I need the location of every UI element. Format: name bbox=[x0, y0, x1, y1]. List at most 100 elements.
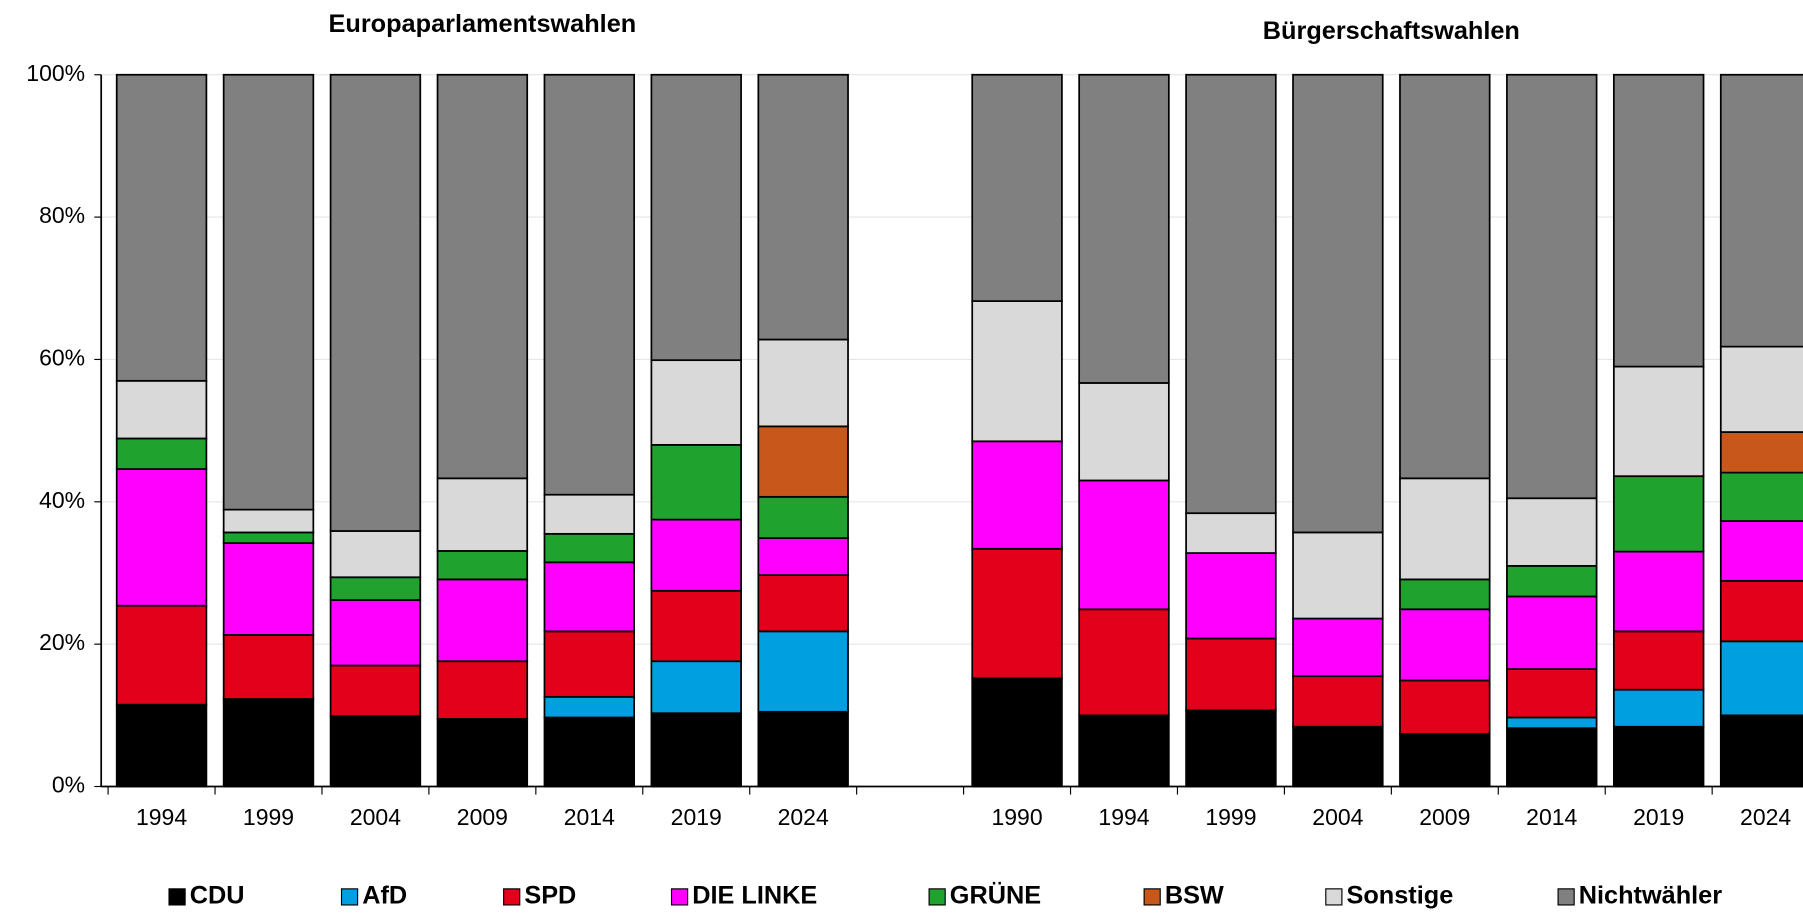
bar-segment bbox=[222, 634, 315, 700]
bar-segment bbox=[329, 73, 422, 532]
bar-segment bbox=[1506, 727, 1598, 788]
x-tick-label: 2014 bbox=[564, 804, 615, 830]
legend-label: SPD bbox=[524, 882, 576, 910]
x-tick-label: 1994 bbox=[136, 804, 187, 830]
bar-segment bbox=[1506, 565, 1598, 598]
x-tick-label: 1994 bbox=[1098, 804, 1149, 830]
bar-segment bbox=[1612, 73, 1705, 368]
bar-segment bbox=[650, 712, 742, 788]
x-tick-label: 1999 bbox=[243, 804, 294, 830]
bar-segment bbox=[1719, 471, 1803, 522]
bar-segment bbox=[436, 660, 529, 720]
bar-segment bbox=[1399, 679, 1491, 735]
y-tick-label: 0% bbox=[52, 772, 85, 798]
legend-swatch bbox=[1143, 888, 1161, 906]
bar-segment bbox=[1292, 617, 1384, 678]
bar-segment bbox=[115, 604, 208, 706]
bar-segment bbox=[543, 73, 636, 496]
bar-segment bbox=[1612, 365, 1705, 478]
bar-segment bbox=[1719, 640, 1803, 717]
bar-segment bbox=[1399, 477, 1491, 581]
bar-segment bbox=[1506, 716, 1598, 730]
bar-segment bbox=[1292, 531, 1384, 620]
legend-label: AfD bbox=[362, 882, 407, 910]
legend-swatch bbox=[928, 888, 946, 906]
bar-segment bbox=[115, 703, 208, 788]
y-tick-label: 40% bbox=[39, 487, 85, 513]
legend-swatch bbox=[503, 888, 521, 906]
bar-segment bbox=[1719, 431, 1803, 474]
bar-segment bbox=[1506, 73, 1598, 500]
y-tick-label: 100% bbox=[26, 60, 85, 86]
bar-segment bbox=[329, 576, 422, 601]
legend-swatch bbox=[168, 888, 186, 906]
bar-segment bbox=[971, 73, 1063, 302]
bar-segment bbox=[1292, 725, 1384, 788]
bar-segment bbox=[1185, 709, 1277, 788]
bar-segment bbox=[115, 468, 208, 607]
bar-segment bbox=[1719, 73, 1803, 348]
bar-segment bbox=[115, 379, 208, 440]
bar-segment bbox=[222, 73, 315, 511]
y-tick-label: 20% bbox=[39, 629, 85, 655]
bar-segment bbox=[757, 495, 849, 539]
bar-segment bbox=[543, 561, 636, 633]
bar-segment bbox=[329, 599, 422, 667]
legend-label: Sonstige bbox=[1347, 882, 1454, 910]
bar-segment bbox=[650, 589, 742, 663]
bar-segment bbox=[1612, 550, 1705, 633]
legend-label: BSW bbox=[1165, 882, 1224, 910]
bar-segment bbox=[971, 677, 1063, 788]
bar-segment bbox=[1078, 608, 1170, 717]
x-tick-label: 1999 bbox=[1205, 804, 1256, 830]
x-tick-label: 2019 bbox=[1633, 804, 1684, 830]
bar-segment bbox=[650, 359, 742, 446]
bar-segment bbox=[757, 338, 849, 428]
bar-segment bbox=[757, 537, 849, 576]
y-tick-label: 80% bbox=[39, 202, 85, 228]
bar-segment bbox=[757, 73, 849, 341]
bar-segment bbox=[1185, 552, 1277, 640]
bar-segment bbox=[543, 695, 636, 719]
bar-segment bbox=[650, 73, 742, 362]
bar-segment bbox=[1078, 714, 1170, 788]
bar-segment bbox=[543, 532, 636, 564]
bar-segment bbox=[436, 578, 529, 663]
group-title: Europaparlamentswahlen bbox=[329, 10, 637, 38]
bar-segment bbox=[1292, 675, 1384, 728]
bar-segment bbox=[1078, 382, 1170, 482]
bar-segment bbox=[1506, 497, 1598, 567]
bar-segment bbox=[650, 444, 742, 521]
x-tick-label: 2009 bbox=[1419, 804, 1470, 830]
bar-segment bbox=[1612, 475, 1705, 553]
bar-segment bbox=[543, 630, 636, 698]
bar-segment bbox=[757, 425, 849, 498]
bar-segment bbox=[115, 73, 208, 382]
bar-segment bbox=[222, 542, 315, 636]
bar-segment bbox=[1185, 637, 1277, 712]
x-tick-label: 2004 bbox=[350, 804, 401, 830]
bar-segment bbox=[1506, 668, 1598, 719]
bar-segment bbox=[1506, 595, 1598, 670]
bar-segment bbox=[222, 531, 315, 544]
legend-swatch bbox=[1325, 888, 1343, 906]
bar-segment bbox=[329, 715, 422, 788]
bar-segment bbox=[757, 710, 849, 788]
bar-segment bbox=[1719, 714, 1803, 788]
bar-segment bbox=[329, 664, 422, 717]
y-tick-label: 60% bbox=[39, 345, 85, 371]
bar-segment bbox=[650, 518, 742, 592]
legend-label: DIE LINKE bbox=[692, 882, 817, 910]
x-tick-label: 1990 bbox=[991, 804, 1042, 830]
bar-segment bbox=[1719, 345, 1803, 433]
bar-segment bbox=[1399, 73, 1491, 480]
x-tick-label: 2004 bbox=[1312, 804, 1363, 830]
bar-segment bbox=[543, 716, 636, 788]
bar-segment bbox=[1078, 479, 1170, 611]
legend-swatch bbox=[670, 888, 689, 906]
x-tick-label: 2014 bbox=[1526, 804, 1577, 830]
bar-segment bbox=[436, 550, 529, 581]
bar-segment bbox=[1719, 579, 1803, 643]
